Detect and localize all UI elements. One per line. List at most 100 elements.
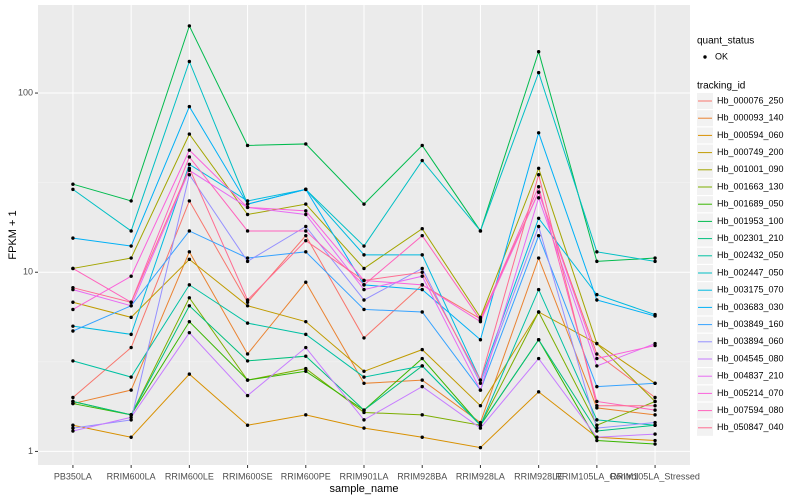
point xyxy=(478,381,483,386)
point xyxy=(595,341,599,346)
point xyxy=(536,256,541,260)
point xyxy=(653,343,657,348)
legend-label: Hb_003683_030 xyxy=(717,302,784,312)
point xyxy=(536,338,541,342)
point xyxy=(362,253,366,257)
point xyxy=(245,298,250,302)
point xyxy=(71,395,75,400)
point xyxy=(420,158,424,163)
point xyxy=(362,266,366,271)
point xyxy=(245,205,250,210)
point xyxy=(187,283,192,287)
point xyxy=(653,413,657,417)
point xyxy=(420,435,424,439)
x-tick-label: RRIM928LA xyxy=(456,471,505,481)
point xyxy=(71,300,75,304)
point xyxy=(536,70,541,75)
y-tick-label: 10 xyxy=(23,267,33,277)
point xyxy=(595,364,599,368)
x-axis-title: sample_name xyxy=(329,483,398,495)
point xyxy=(187,104,192,109)
point xyxy=(187,229,192,233)
point xyxy=(304,345,308,350)
legend-label: Hb_000093_140 xyxy=(717,113,784,123)
point xyxy=(245,321,250,325)
legend-label: Hb_003849_160 xyxy=(717,319,784,329)
point xyxy=(536,216,541,220)
point xyxy=(653,259,657,264)
point xyxy=(595,356,599,361)
point xyxy=(536,173,541,177)
point xyxy=(478,445,483,450)
point xyxy=(420,378,424,382)
point xyxy=(420,384,424,389)
point xyxy=(595,399,599,404)
legend-label: Hb_001001_090 xyxy=(717,164,784,174)
point xyxy=(304,369,308,374)
point xyxy=(129,244,133,248)
point xyxy=(71,324,75,328)
point xyxy=(420,287,424,292)
point xyxy=(245,199,250,203)
point xyxy=(653,423,657,427)
point xyxy=(536,224,541,229)
point xyxy=(71,329,75,333)
point xyxy=(187,24,192,28)
point xyxy=(420,233,424,238)
point xyxy=(595,423,599,427)
point xyxy=(245,378,250,382)
point xyxy=(129,304,133,308)
point xyxy=(129,413,133,417)
point xyxy=(129,315,133,320)
point xyxy=(245,212,250,217)
legend-label: Hb_001663_130 xyxy=(717,181,784,191)
point xyxy=(420,270,424,274)
point xyxy=(362,278,366,283)
point xyxy=(71,426,75,430)
point xyxy=(595,429,599,433)
point xyxy=(536,185,541,189)
legend-label: Hb_005214_070 xyxy=(717,388,784,398)
point xyxy=(129,332,133,337)
y-tick-label: 100 xyxy=(18,87,33,97)
point xyxy=(653,381,657,386)
point xyxy=(478,318,483,322)
point xyxy=(129,256,133,260)
point xyxy=(478,388,483,392)
point xyxy=(304,413,308,417)
x-tick-label: RRIM600PE xyxy=(281,471,331,481)
y-tick-label: 1 xyxy=(28,446,33,456)
point xyxy=(536,190,541,194)
point xyxy=(362,381,366,386)
point xyxy=(420,143,424,148)
point xyxy=(595,438,599,443)
point xyxy=(536,287,541,292)
point xyxy=(304,142,308,146)
point xyxy=(187,166,192,171)
point xyxy=(536,196,541,200)
point xyxy=(653,403,657,408)
point xyxy=(129,345,133,350)
point xyxy=(420,266,424,271)
point xyxy=(129,300,133,304)
point xyxy=(362,426,366,430)
legend-symbol xyxy=(703,55,707,59)
legend-label: Hb_000749_200 xyxy=(717,147,784,157)
point xyxy=(71,359,75,363)
point xyxy=(245,229,250,233)
point xyxy=(129,229,133,233)
point xyxy=(653,256,657,260)
point xyxy=(71,285,75,290)
legend-label: Hb_050847_040 xyxy=(717,422,784,432)
point xyxy=(653,314,657,318)
y-axis-title: FPKM + 1 xyxy=(7,210,19,259)
point xyxy=(304,280,308,284)
x-tick-label: RRIM600LA xyxy=(107,471,156,481)
point xyxy=(71,429,75,433)
point xyxy=(187,173,192,177)
point xyxy=(245,352,250,356)
point xyxy=(595,403,599,408)
point xyxy=(478,315,483,320)
point xyxy=(71,182,75,186)
